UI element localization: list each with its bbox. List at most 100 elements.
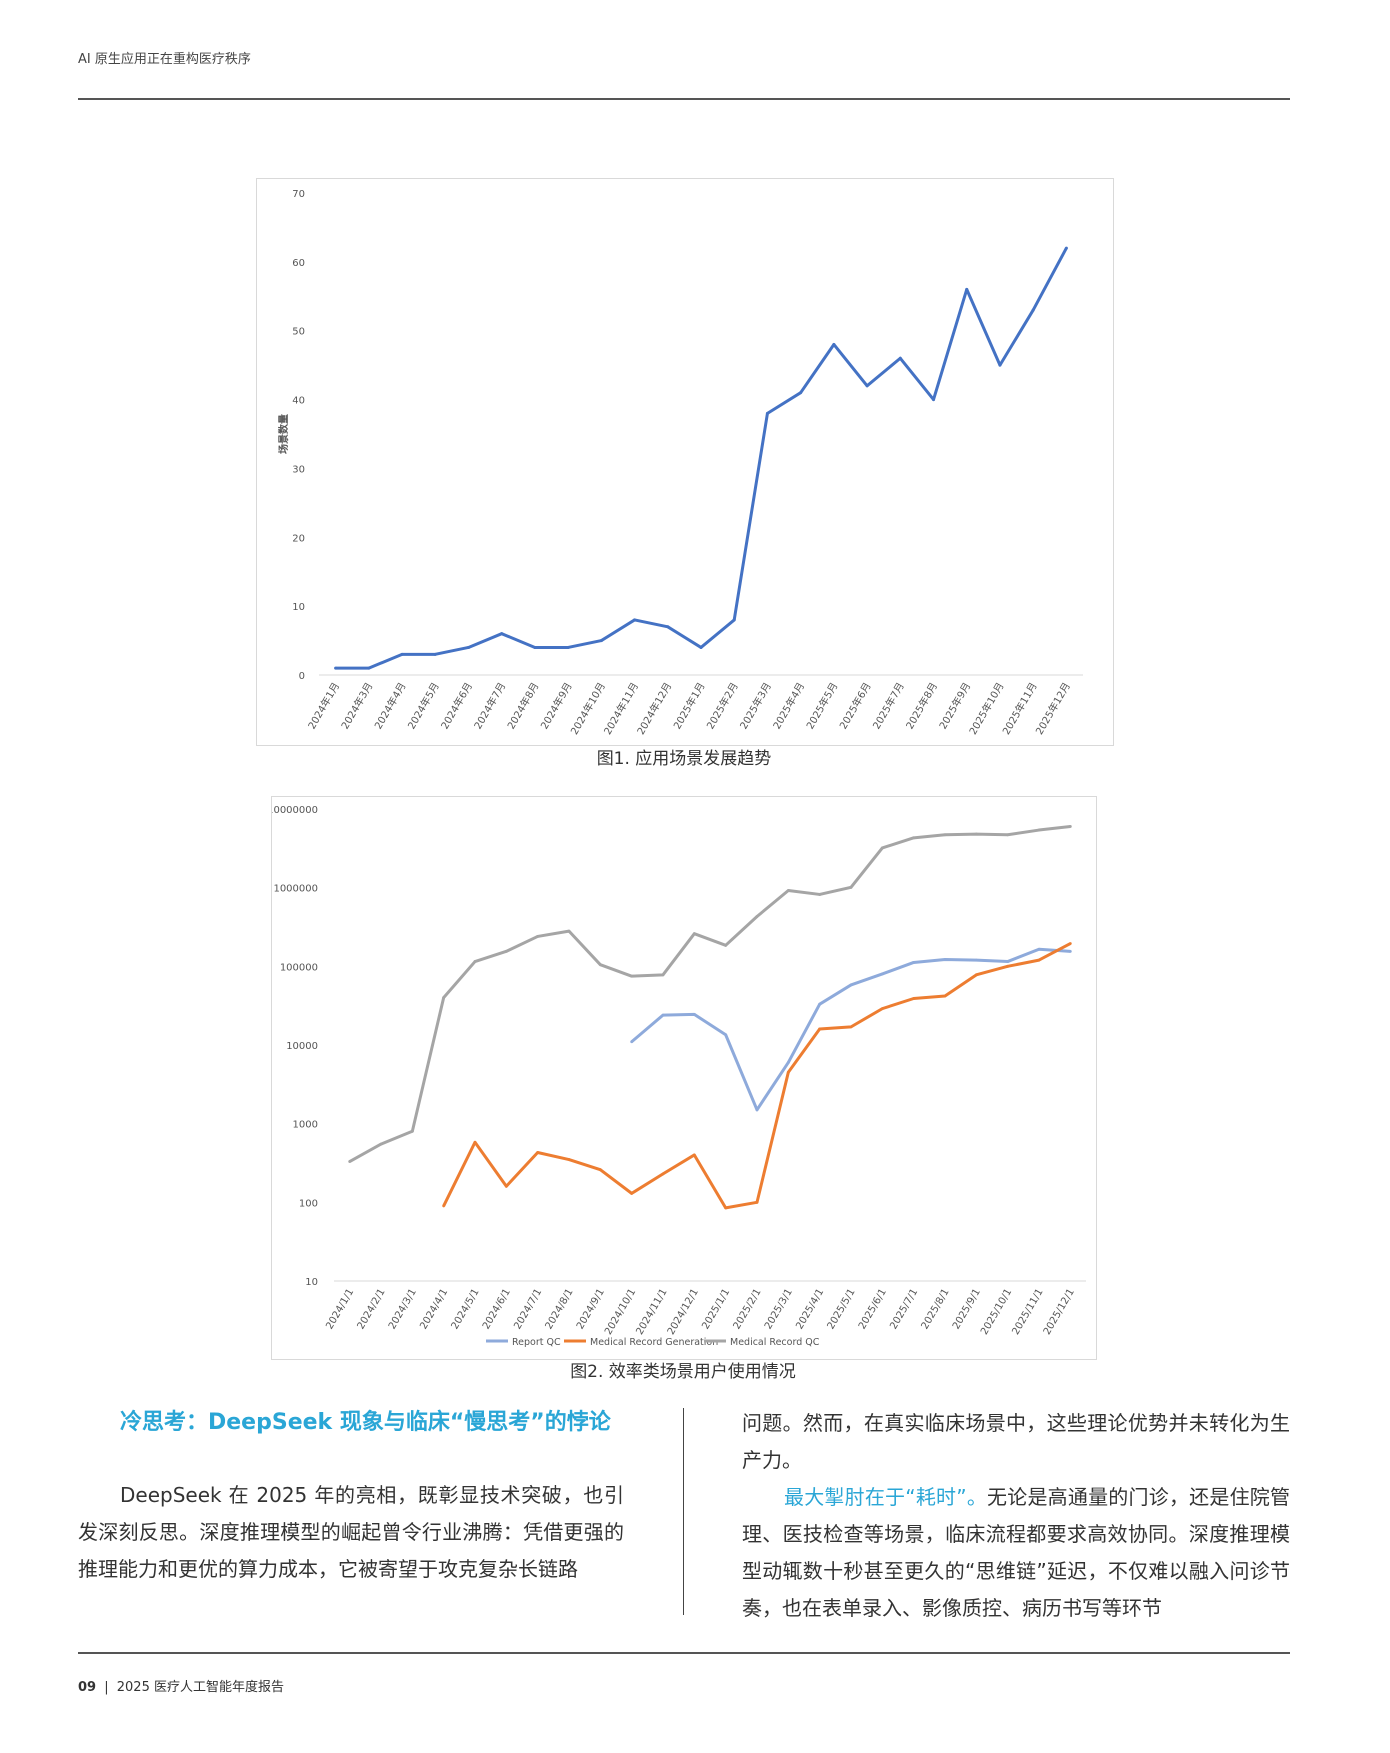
data-point (912, 961, 916, 964)
data-point (1068, 949, 1072, 953)
x-tick-label: 2024年4月 (371, 680, 408, 731)
data-point (786, 889, 790, 892)
x-tick-label: 2024年5月 (405, 680, 442, 731)
x-tick-label: 2024/4/1 (418, 1287, 450, 1331)
data-point (880, 846, 884, 850)
data-point (598, 1168, 602, 1172)
data-point (974, 832, 978, 836)
paragraph-1: DeepSeek 在 2025 年的亮相，既彰显技术突破，也引发深刻反思。深度推… (78, 1483, 624, 1581)
data-point (598, 963, 602, 967)
left-column: 冷思考：DeepSeek 现象与临床“慢思考”的悖论 DeepSeek 在 20… (78, 1405, 624, 1588)
y-tick-label: 40 (292, 396, 305, 407)
x-tick-label: 2024年1月 (305, 680, 342, 731)
data-point (755, 915, 759, 918)
x-tick-label: 2025/9/1 (951, 1287, 983, 1331)
x-tick-label: 2025/7/1 (888, 1287, 920, 1331)
data-point (912, 997, 916, 1000)
x-tick-label: 2025年10月 (966, 680, 1006, 737)
x-tick-label: 2025年12月 (1033, 680, 1073, 737)
x-tick-label: 2024年7月 (471, 680, 508, 731)
figure2-chart: 10 100 1000 10000 100000 1000000 10000000 2024/… (271, 796, 1097, 1360)
x-tick-label: 2025/6/1 (857, 1287, 889, 1331)
data-point (724, 943, 728, 947)
data-point (898, 356, 902, 360)
legend-label: Report QC (512, 1337, 561, 1348)
data-point (974, 958, 978, 962)
data-point (818, 1002, 822, 1006)
data-point (880, 972, 884, 976)
data-point (786, 1061, 790, 1064)
data-point (724, 1033, 728, 1037)
x-tick-label: 2025年1月 (670, 680, 707, 731)
x-tick-label: 2025/11/1 (1010, 1287, 1045, 1337)
y-axis-label: 场景数量 (277, 414, 290, 454)
data-point (974, 973, 978, 977)
paragraph-3-text: 无论是高通量的门诊，还是住院管理、医技检查等场景，临床流程都要求高效协同。深度推… (742, 1485, 1290, 1620)
data-point (566, 645, 570, 649)
figure1-caption: 图1. 应用场景发展趋势 (596, 749, 772, 769)
y-tick-label: 10000000 (272, 805, 318, 816)
data-point (348, 1160, 352, 1163)
data-point (1006, 960, 1010, 963)
data-point (533, 645, 537, 649)
x-tick-label: 2025/1/1 (700, 1287, 732, 1331)
data-point (567, 1158, 571, 1161)
data-point (692, 932, 696, 936)
x-tick-label: 2025年9月 (936, 680, 973, 731)
x-tick-label: 2024/3/1 (387, 1287, 419, 1331)
y-tick-label: 10000 (286, 1041, 318, 1052)
data-point (755, 1108, 759, 1112)
x-tick-label: 2024/10/1 (603, 1287, 638, 1337)
data-point (799, 391, 803, 395)
data-point (666, 625, 670, 629)
x-tick-label: 2024年11月 (601, 680, 641, 737)
data-point (965, 287, 969, 291)
data-point (1068, 942, 1072, 945)
footer: 09 | 2025 医疗人工智能年度报告 (78, 1676, 284, 1695)
data-point (661, 1172, 665, 1176)
x-tick-label: 2024/1/1 (324, 1287, 356, 1331)
data-point (724, 1206, 728, 1210)
data-point (1031, 308, 1035, 312)
y-tick-label: 10 (305, 1277, 318, 1288)
data-point (1037, 828, 1041, 832)
x-tick-label: 2024年8月 (504, 680, 541, 731)
series-line (630, 947, 1071, 1112)
x-tick-label: 2025/3/1 (763, 1287, 795, 1331)
x-tick-label: 2024/9/1 (575, 1287, 607, 1331)
x-tick-label: 2024年10月 (568, 680, 608, 737)
header-rule (78, 98, 1290, 100)
data-point (410, 1129, 414, 1133)
data-point (473, 1140, 477, 1144)
y-tick-label: 1000 (293, 1120, 318, 1131)
data-point (442, 996, 446, 1000)
y-tick-label: 0 (299, 671, 305, 682)
running-header: AI 原生应用正在重构医疗秩序 (78, 52, 251, 67)
y-tick-label: 30 (292, 464, 305, 475)
paragraph-3: 最大掣肘在于“耗时”。无论是高通量的门诊，还是住院管理、医技检查等场景，临床流程… (742, 1479, 1290, 1627)
data-point (818, 893, 822, 896)
data-point (1037, 958, 1041, 962)
figure2-caption: 图2. 效率类场景用户使用情况 (570, 1362, 796, 1382)
data-point (379, 1142, 383, 1146)
data-point (865, 384, 869, 388)
data-point (818, 1027, 822, 1031)
legend-label: Medical Record QC (730, 1337, 820, 1348)
data-point (1064, 246, 1068, 250)
x-tick-label: 2025/4/1 (794, 1287, 826, 1331)
data-point (400, 652, 404, 656)
x-tick-label: 2024/7/1 (512, 1287, 544, 1331)
figure2-svg: 10 100 1000 10000 100000 1000000 10000000 2024/… (272, 805, 1086, 1348)
x-tick-label: 2025/12/1 (1042, 1287, 1077, 1337)
x-tick-label: 2025年2月 (704, 680, 741, 731)
highlight-phrase: 最大掣肘在于“耗时”。 (784, 1485, 988, 1509)
data-point (755, 1200, 759, 1204)
data-point (367, 666, 371, 670)
data-point (633, 618, 637, 622)
footer-rule (78, 1652, 1290, 1654)
data-point (932, 398, 936, 402)
x-tick-label: 2025/8/1 (920, 1287, 952, 1331)
y-tick-label: 60 (292, 258, 305, 269)
data-point (661, 1013, 665, 1017)
x-tick-label: 2024年3月 (338, 680, 375, 731)
